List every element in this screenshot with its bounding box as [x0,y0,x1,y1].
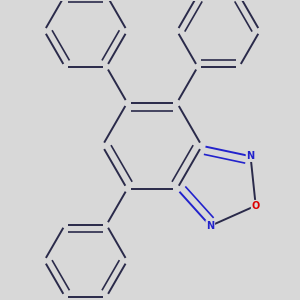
Text: O: O [252,201,260,211]
Text: N: N [206,221,214,231]
Text: N: N [247,151,255,161]
